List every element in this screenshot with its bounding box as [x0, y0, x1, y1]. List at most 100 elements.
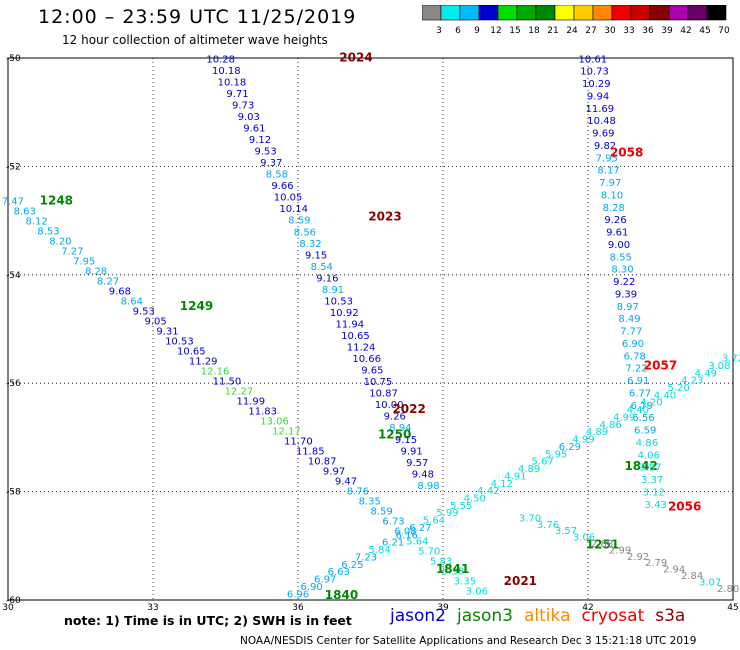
swh-value: 8.94: [389, 423, 411, 434]
lon-tick-label: 36: [292, 603, 304, 613]
satellite-name: cryosat: [581, 606, 645, 626]
track-time-label: 2022: [392, 402, 425, 416]
swh-value: 4.86: [636, 438, 658, 449]
swh-value: 5.64: [406, 537, 428, 548]
legend-tick-label: 24: [566, 26, 578, 36]
swh-value: 10.87: [369, 389, 398, 400]
swh-value: 3.37: [641, 475, 663, 486]
swh-value: 6.97: [314, 575, 336, 586]
swh-value: 4.91: [504, 471, 526, 482]
swh-value: 5.20: [667, 383, 689, 394]
legend-tick-label: 21: [547, 26, 558, 36]
lat-tick-label: -60: [6, 596, 21, 606]
map-frame: [7, 57, 734, 601]
swh-value: 9.53: [133, 306, 155, 317]
track-time-label: 1248: [40, 193, 73, 207]
swh-value: 11.94: [336, 319, 365, 330]
swh-value: 10.05: [274, 193, 303, 204]
swh-value: 6.56: [632, 413, 654, 424]
legend-tick-label: 36: [642, 26, 654, 36]
swh-value: 8.30: [611, 265, 633, 276]
swh-value: 8.63: [14, 206, 36, 217]
swh-value: 6.91: [627, 376, 649, 387]
swh-value: 8.10: [601, 190, 623, 201]
swh-value: 3.08: [708, 361, 730, 372]
swh-value: 4.42: [477, 486, 499, 497]
swh-value: 8.76: [347, 487, 369, 498]
swh-value: 6.29: [559, 442, 581, 453]
lon-tick-label: 39: [437, 603, 449, 613]
swh-value: 11.99: [236, 396, 265, 407]
swh-value: 9.82: [594, 141, 616, 152]
page-title: 12:00 – 23:59 UTC 11/25/2019: [38, 6, 357, 28]
swh-value: 6.96: [287, 589, 309, 600]
swh-value: 9.91: [401, 446, 423, 457]
legend-tick-label: 15: [509, 26, 520, 36]
swh-value: 9.57: [406, 458, 428, 469]
track-time-label: 2057: [644, 359, 677, 373]
swh-value: 8.58: [266, 170, 288, 181]
swh-value: 8.64: [121, 296, 143, 307]
swh-value: 10.53: [165, 336, 194, 347]
legend-tick-label: 30: [604, 26, 616, 36]
swh-value: 10.29: [582, 79, 611, 90]
swh-value: 7.95: [73, 256, 95, 267]
swh-value: 6.77: [629, 388, 651, 399]
swh-value: 5.83: [430, 557, 452, 568]
swh-value: 10.48: [587, 116, 616, 127]
lat-tick-label: -50: [6, 54, 21, 64]
swh-value: 7.97: [599, 178, 621, 189]
lat-tick-label: -52: [6, 162, 21, 172]
swh-value: 11.50: [213, 376, 242, 387]
swh-value: 9.26: [384, 412, 406, 423]
track-time-label: 2021: [504, 574, 537, 588]
page-subtitle: 12 hour collection of altimeter wave hei…: [62, 33, 328, 47]
track-time-label: 2024: [339, 50, 372, 64]
swh-value: 10.53: [324, 296, 353, 307]
legend-tick-label: 18: [528, 26, 540, 36]
swh-value: 8.28: [85, 266, 107, 277]
swh-value: 8.54: [311, 262, 333, 273]
lat-tick-label: -58: [6, 488, 21, 498]
lat-tick-label: -56: [6, 379, 21, 389]
swh-value: 3.72: [722, 354, 740, 365]
swh-value: 11.24: [347, 343, 376, 354]
swh-value: 2.84: [681, 571, 703, 582]
swh-value: 9.65: [361, 366, 383, 377]
swh-value: 5.70: [418, 547, 440, 558]
swh-value: 9.69: [592, 129, 614, 140]
swh-value: 8.91: [322, 285, 344, 296]
swh-value: 13.06: [260, 416, 289, 427]
swh-value: 4.99: [572, 435, 594, 446]
swh-value: 8.59: [371, 507, 393, 518]
track-time-label: 2023: [368, 210, 401, 224]
swh-value: 4.89: [586, 427, 608, 438]
swh-value: 9.61: [243, 124, 265, 135]
swh-value: 4.20: [640, 398, 662, 409]
credit-text: NOAA/NESDIS Center for Satellite Applica…: [240, 635, 697, 647]
swh-value: 9.71: [226, 89, 248, 100]
swh-value: 2.88: [591, 539, 613, 550]
swh-value: 12.27: [225, 386, 254, 397]
swh-value: 8.12: [25, 216, 47, 227]
swh-value: 7.77: [620, 327, 642, 338]
swh-value: 6.25: [341, 560, 363, 571]
swh-value: 10.65: [341, 331, 370, 342]
swh-value: 8.27: [97, 276, 119, 287]
swh-value: 10.18: [212, 66, 241, 77]
swh-value: 10.61: [579, 54, 608, 65]
swh-value: 4.40: [627, 405, 649, 416]
swh-value: 10.65: [177, 346, 206, 357]
swh-value: 11.29: [189, 356, 218, 367]
swh-value: 7.95: [596, 153, 618, 164]
swh-value: 4.23: [681, 376, 703, 387]
swh-value: 10.92: [330, 308, 359, 319]
swh-value: 8.97: [617, 302, 639, 313]
swh-value: 4.49: [695, 368, 717, 379]
swh-value: 8.56: [294, 227, 316, 238]
swh-value: 4.99: [613, 412, 635, 423]
swh-value: 6.73: [382, 517, 404, 528]
lon-tick-label: 33: [147, 603, 158, 613]
track-time-label: 1251: [586, 538, 619, 552]
